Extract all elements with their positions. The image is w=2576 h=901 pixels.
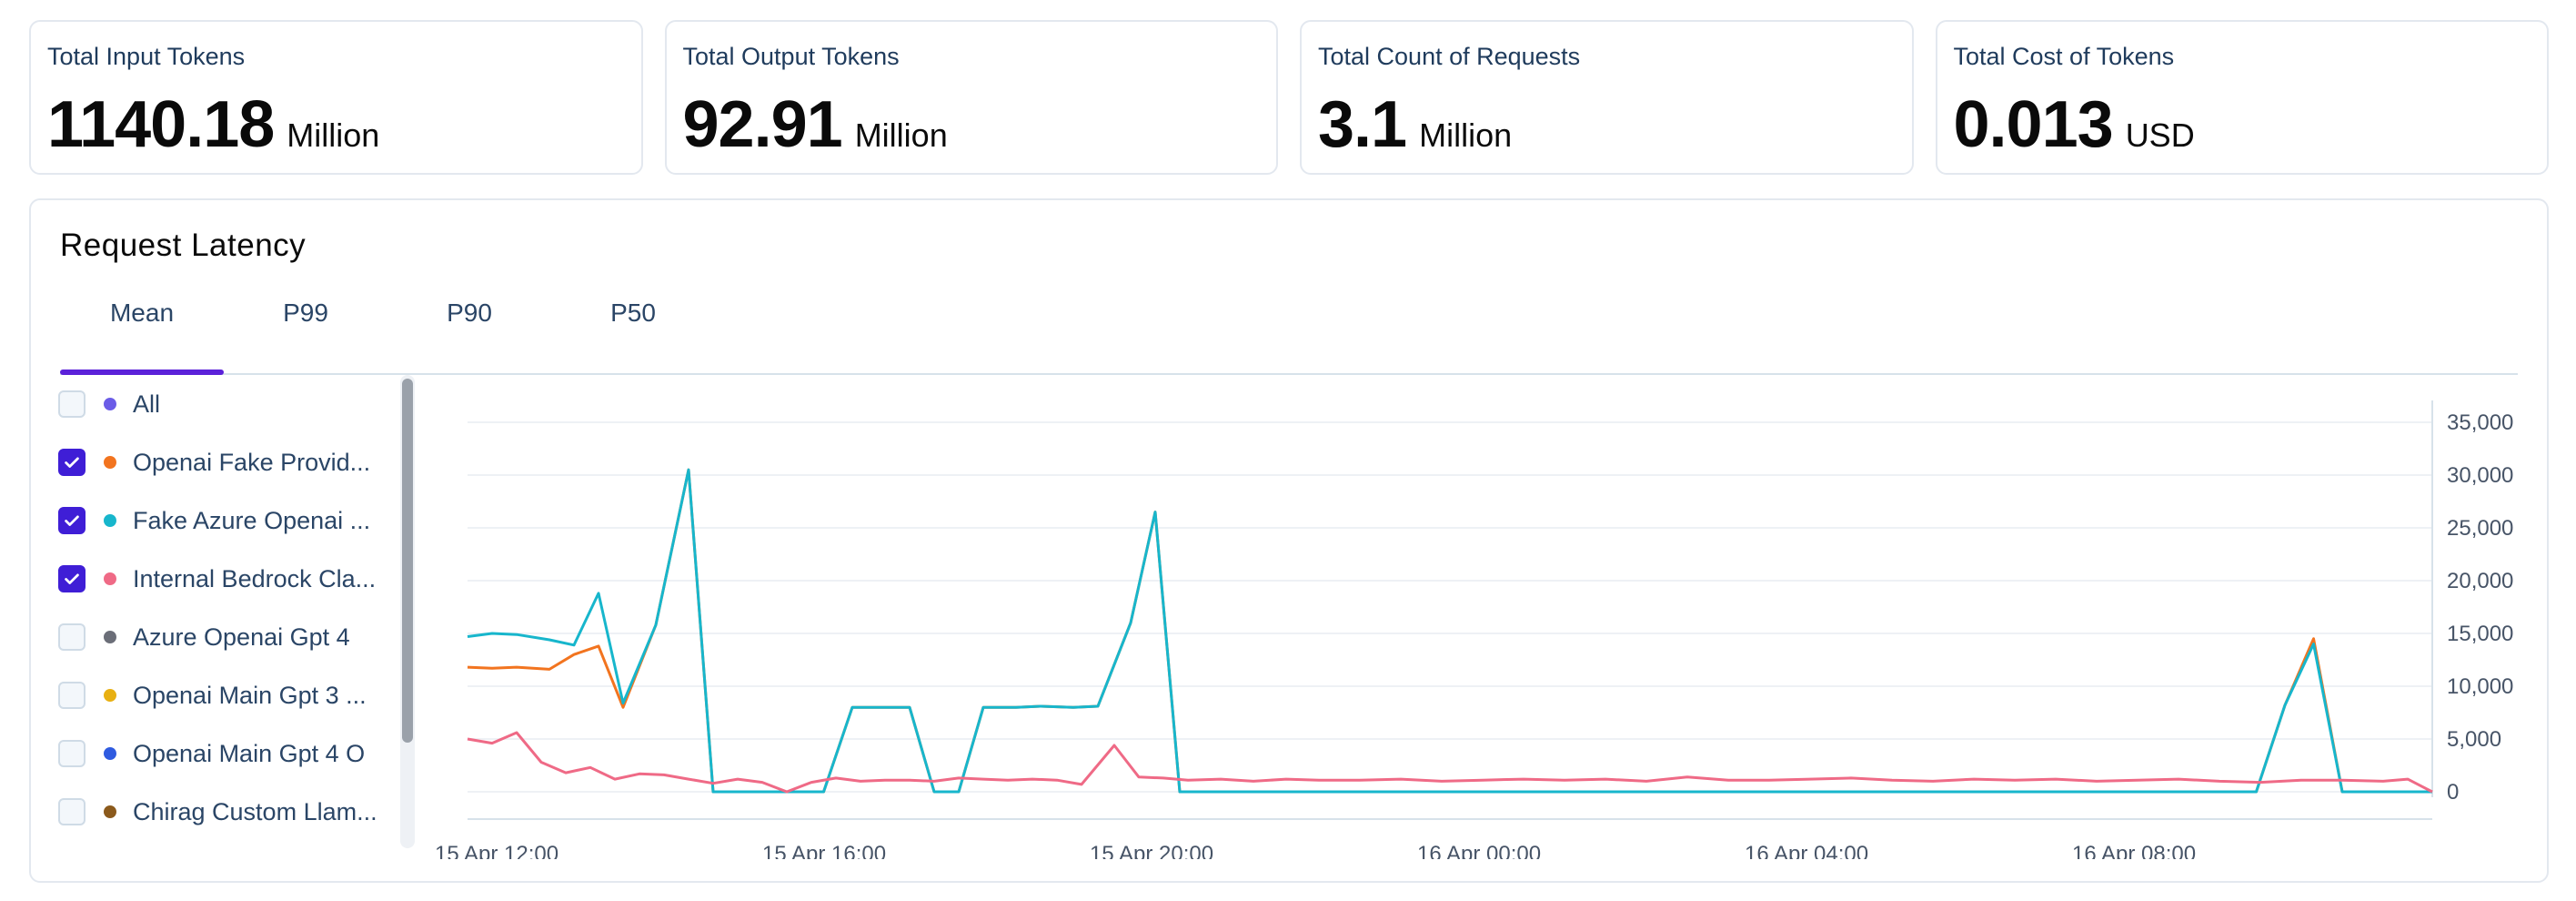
checkbox[interactable]: [58, 798, 86, 825]
tab-p90[interactable]: P90: [447, 299, 492, 327]
stat-label: Total Count of Requests: [1318, 43, 1581, 70]
stats-row: Total Input Tokens 1140.18 Million Total …: [29, 20, 2549, 175]
legend-item-openai-main-gpt-3[interactable]: Openai Main Gpt 3 ...: [58, 673, 413, 717]
stat-label: Total Output Tokens: [682, 43, 900, 70]
checkbox[interactable]: [58, 682, 86, 709]
stat-value: 1140.18: [47, 88, 275, 161]
legend-label: All: [133, 390, 161, 418]
legend-item-openai-main-gpt-4-o[interactable]: Openai Main Gpt 4 O: [58, 732, 413, 775]
legend-label: Internal Bedrock Cla...: [133, 564, 377, 592]
legend-item-azure-openai-gpt-4[interactable]: Azure Openai Gpt 4: [58, 615, 413, 659]
tab-p50[interactable]: P50: [610, 299, 656, 327]
checkbox[interactable]: [58, 623, 86, 651]
latency-tabs: Mean P99 P90 P50: [60, 288, 2518, 375]
checkbox[interactable]: [58, 740, 86, 767]
legend-label: Openai Main Gpt 3 ...: [133, 681, 367, 709]
series-color-dot: [104, 747, 116, 760]
tab-p99[interactable]: P99: [283, 299, 328, 327]
x-tick-label: 16 Apr 08:00: [2072, 842, 2196, 859]
stat-card-token-cost: Total Cost of Tokens 0.013 USD: [1935, 20, 2549, 175]
series-legend: All Openai Fake Provid... Fake Azure Opena…: [58, 375, 422, 848]
legend-item-all[interactable]: All: [58, 382, 413, 426]
latency-chart-svg: 0 5,000 10,000 15,000 20,000 25,000 30,000 35,0…: [435, 400, 2513, 866]
series-color-dot: [104, 805, 116, 818]
legend-item-internal-bedrock-cla[interactable]: Internal Bedrock Cla...: [58, 557, 413, 601]
series-color-dot: [104, 514, 116, 527]
checkbox-checked[interactable]: [58, 449, 86, 476]
y-tick-label: 30,000: [2447, 463, 2513, 488]
legend-label: Azure Openai Gpt 4: [133, 623, 350, 651]
stat-unit: Million: [854, 116, 948, 154]
stat-card-request-count: Total Count of Requests 3.1 Million: [1300, 20, 1914, 175]
check-icon: [65, 515, 79, 526]
legend-label: Chirag Custom Llam...: [133, 797, 377, 825]
stat-unit: Million: [287, 116, 380, 154]
stat-label: Total Input Tokens: [47, 43, 246, 70]
legend-item-fake-azure-openai[interactable]: Fake Azure Openai ...: [58, 499, 413, 542]
series-color-dot: [104, 631, 116, 643]
stat-label: Total Cost of Tokens: [1953, 43, 2175, 70]
y-tick-label: 35,000: [2447, 410, 2513, 435]
x-tick-label: 15 Apr 20:00: [1090, 842, 1213, 859]
scrollbar-thumb[interactable]: [402, 379, 413, 743]
x-tick-label: 15 Apr 12:00: [435, 842, 558, 859]
stat-unit: USD: [2125, 116, 2195, 154]
series-color-dot: [104, 572, 116, 585]
legend-label: Openai Fake Provid...: [133, 448, 371, 476]
series-color-dot: [104, 456, 116, 469]
checkbox-checked[interactable]: [58, 507, 86, 534]
stat-unit: Million: [1419, 116, 1513, 154]
y-tick-label: 20,000: [2447, 569, 2513, 593]
checkbox[interactable]: [58, 390, 86, 418]
check-icon: [65, 573, 79, 584]
y-tick-label: 15,000: [2447, 622, 2513, 646]
stat-value: 0.013: [1953, 88, 2114, 161]
tab-mean[interactable]: Mean: [60, 288, 224, 375]
series-line-openai-fake-provid: [467, 468, 2432, 794]
latency-chart: 0 5,000 10,000 15,000 20,000 25,000 30,000 35,0…: [422, 368, 2541, 866]
y-tick-label: 0: [2447, 780, 2459, 805]
x-tick-label: 16 Apr 04:00: [1745, 842, 1868, 859]
series-line-internal-bedrock-cla: [467, 731, 2433, 794]
stat-value: 92.91: [682, 88, 843, 161]
legend-item-openai-fake-provid[interactable]: Openai Fake Provid...: [58, 440, 413, 484]
stat-card-output-tokens: Total Output Tokens 92.91 Million: [664, 20, 1278, 175]
x-tick-label: 15 Apr 16:00: [762, 842, 886, 859]
y-tick-label: 10,000: [2447, 674, 2513, 699]
check-icon: [65, 457, 79, 468]
series-color-dot: [104, 398, 116, 410]
y-tick-label: 25,000: [2447, 516, 2513, 541]
legend-label: Fake Azure Openai ...: [133, 506, 371, 534]
legend-label: Openai Main Gpt 4 O: [133, 739, 366, 767]
series-line-fake-azure-openai: [467, 468, 2432, 794]
panel-title: Request Latency: [60, 228, 307, 263]
stat-card-input-tokens: Total Input Tokens 1140.18 Million: [29, 20, 643, 175]
legend-item-chirag-custom-llam[interactable]: Chirag Custom Llam...: [58, 790, 413, 834]
series-color-dot: [104, 689, 116, 702]
legend-scrollbar[interactable]: [400, 375, 415, 848]
request-latency-panel: Request Latency Mean P99 P90 P50 All Open…: [29, 198, 2549, 883]
checkbox-checked[interactable]: [58, 565, 86, 592]
stat-value: 3.1: [1318, 88, 1407, 161]
y-tick-label: 5,000: [2447, 727, 2501, 752]
x-tick-label: 16 Apr 00:00: [1417, 842, 1541, 859]
